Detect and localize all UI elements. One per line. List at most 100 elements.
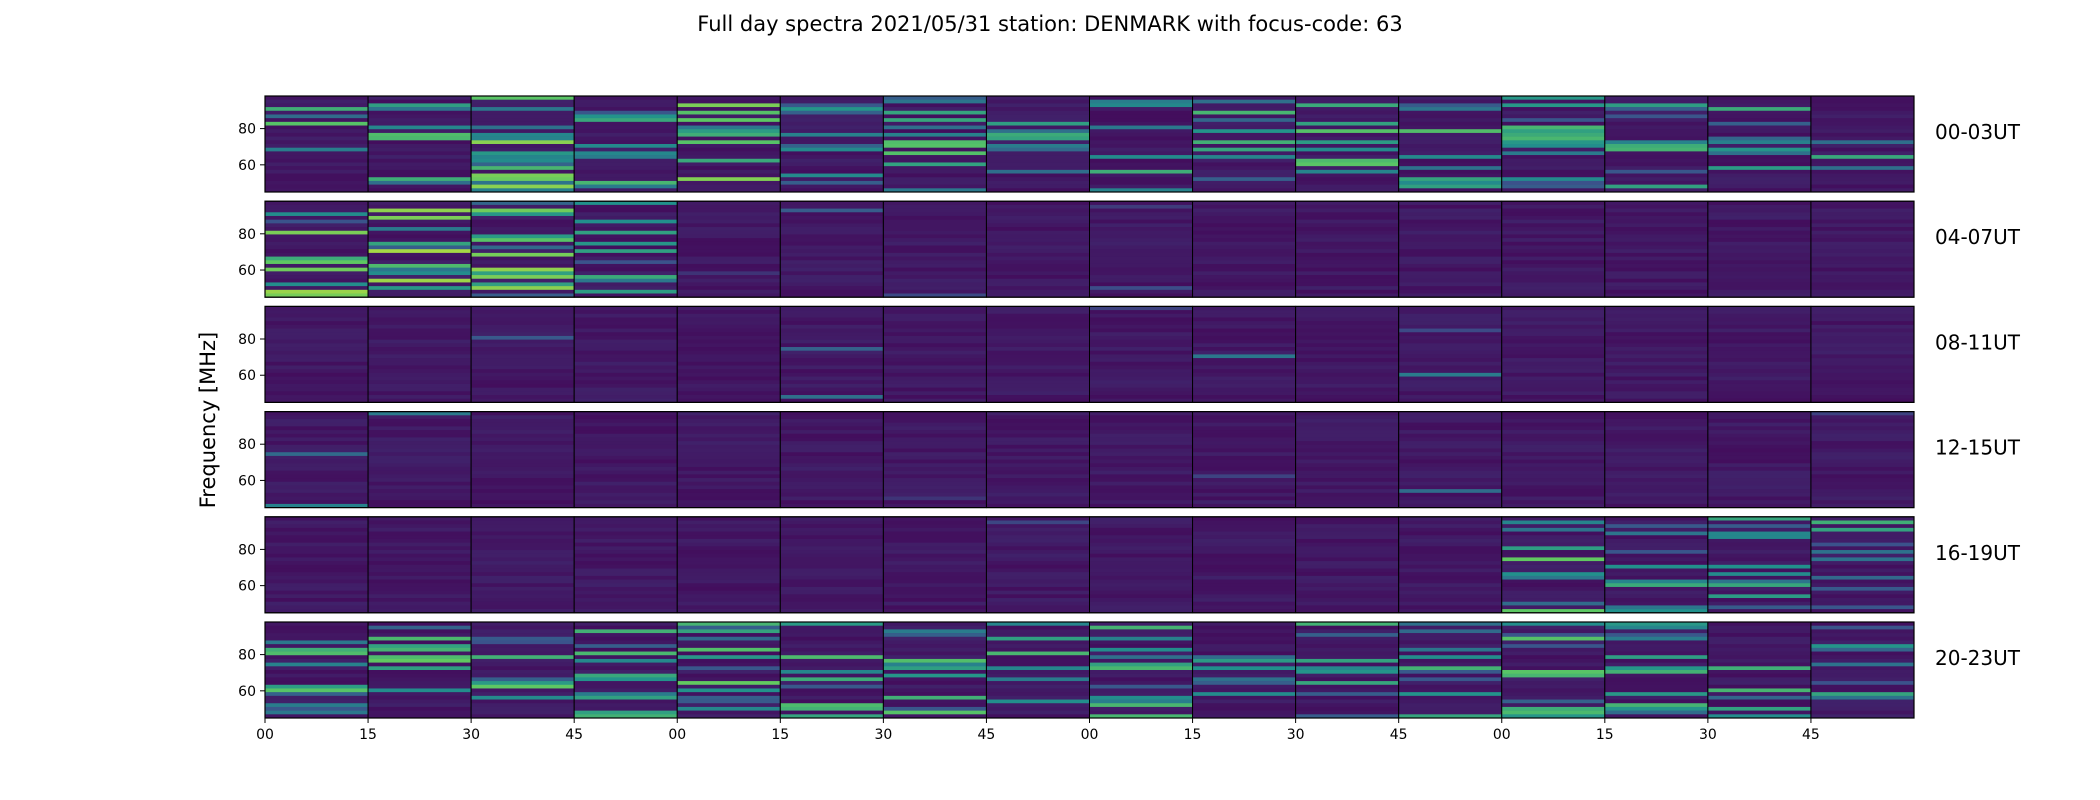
spectrum-band — [471, 651, 575, 656]
spectrum-band — [677, 681, 781, 686]
spectrum-band — [1501, 470, 1605, 475]
spectrum-band — [1295, 354, 1399, 359]
x-tick-label: 15 — [771, 727, 789, 743]
spectrum-band — [1604, 215, 1708, 220]
spectrum-band — [883, 114, 987, 119]
spectrum-band — [1089, 376, 1193, 381]
spectrum-band — [1604, 662, 1708, 667]
spectrum-band — [1192, 658, 1296, 663]
spectrum-band — [780, 644, 884, 649]
spectrum-band — [780, 256, 884, 261]
spectrum-band — [1810, 230, 1914, 235]
spectrum-band — [1192, 184, 1296, 189]
spectrum-band — [1501, 598, 1605, 603]
spectrum-band — [265, 369, 369, 374]
spectrum-band — [1295, 395, 1399, 400]
spectrum-band — [1295, 227, 1399, 232]
spectrum-band — [1501, 594, 1605, 599]
spectrum-band — [780, 470, 884, 475]
spectrum-band — [883, 695, 987, 700]
spectrum-band — [368, 293, 472, 298]
spectrum-band — [1604, 703, 1708, 708]
spectrum-band — [574, 188, 678, 193]
spectrum-band — [265, 335, 369, 340]
spectrum-band — [1501, 332, 1605, 337]
spectrum-band — [1810, 557, 1914, 562]
spectrum-band — [574, 485, 678, 490]
spectrum-band — [368, 201, 472, 206]
spectrum-band — [471, 520, 575, 525]
spectrum-band — [1810, 485, 1914, 490]
spectrum-band — [780, 658, 884, 663]
spectrum-band — [986, 538, 1090, 543]
spectrum-band — [265, 583, 369, 588]
spectrum-band — [368, 481, 472, 486]
spectrum-band — [368, 245, 472, 250]
spectrum-band — [1707, 448, 1811, 453]
spectrum-band — [574, 695, 678, 700]
spectrum-band — [1810, 245, 1914, 250]
spectrum-band — [1707, 481, 1811, 486]
spectrum-band — [574, 313, 678, 318]
spectrum-band — [677, 557, 781, 562]
spectrum-band — [1398, 238, 1502, 243]
spectrum-band — [677, 673, 781, 678]
spectrum-band — [677, 586, 781, 591]
spectrum-band — [883, 249, 987, 254]
spectrum-band — [368, 594, 472, 599]
spectrum-band — [471, 212, 575, 217]
spectrum-band — [1089, 208, 1193, 213]
spectrum-band — [471, 110, 575, 115]
spectrum-band — [1089, 658, 1193, 663]
spectrum-band — [1089, 437, 1193, 442]
spectrum-band — [1398, 448, 1502, 453]
spectrum-band — [1604, 430, 1708, 435]
spectrum-band — [1089, 474, 1193, 479]
spectrum-band — [1192, 651, 1296, 656]
spectrum-band — [574, 387, 678, 392]
spectrum-band — [1810, 151, 1914, 156]
spectrum-band — [780, 208, 884, 213]
spectrum-band — [1192, 99, 1296, 104]
spectrum-band — [1810, 169, 1914, 174]
spectrum-band — [1604, 470, 1708, 475]
spectrum-band — [1604, 324, 1708, 329]
spectrum-band — [1192, 180, 1296, 185]
spectrum-band — [1089, 380, 1193, 385]
spectrum-band — [780, 369, 884, 374]
spectrum-band — [368, 361, 472, 366]
spectrum-band — [677, 516, 781, 521]
spectrum-band — [883, 286, 987, 291]
spectrum-band — [1398, 463, 1502, 468]
spectrum-band — [1501, 564, 1605, 569]
spectrum-band — [1501, 376, 1605, 381]
spectrum-band — [574, 271, 678, 276]
spectrum-band — [883, 546, 987, 551]
spectrum-band — [1501, 219, 1605, 224]
spectrum-band — [574, 151, 678, 156]
spectrum-band — [265, 267, 369, 272]
spectrum-band — [1707, 583, 1811, 588]
spectrum-band — [471, 579, 575, 584]
spectrum-band — [1295, 463, 1399, 468]
spectrum-band — [1295, 129, 1399, 134]
spectrum-band — [471, 144, 575, 148]
spectrum-band — [1707, 516, 1811, 521]
spectrum-band — [1707, 655, 1811, 660]
spectrum-band — [677, 666, 781, 671]
spectrum-band — [780, 575, 884, 580]
spectrum-band — [368, 459, 472, 464]
spectrum-band — [1192, 395, 1296, 400]
spectrum-band — [574, 241, 678, 246]
spectrum-band — [677, 188, 781, 193]
spectrum-band — [1707, 625, 1811, 630]
x-tick-label: 15 — [1184, 727, 1202, 743]
spectrum-band — [883, 470, 987, 475]
spectrum-band — [574, 598, 678, 603]
spectrum-band — [1398, 369, 1502, 374]
spectrum-band — [1604, 158, 1708, 163]
spectrum-band — [471, 684, 575, 689]
spectrum-band — [1089, 647, 1193, 652]
spectrum-band — [986, 313, 1090, 318]
spectrum-band — [1501, 99, 1605, 104]
